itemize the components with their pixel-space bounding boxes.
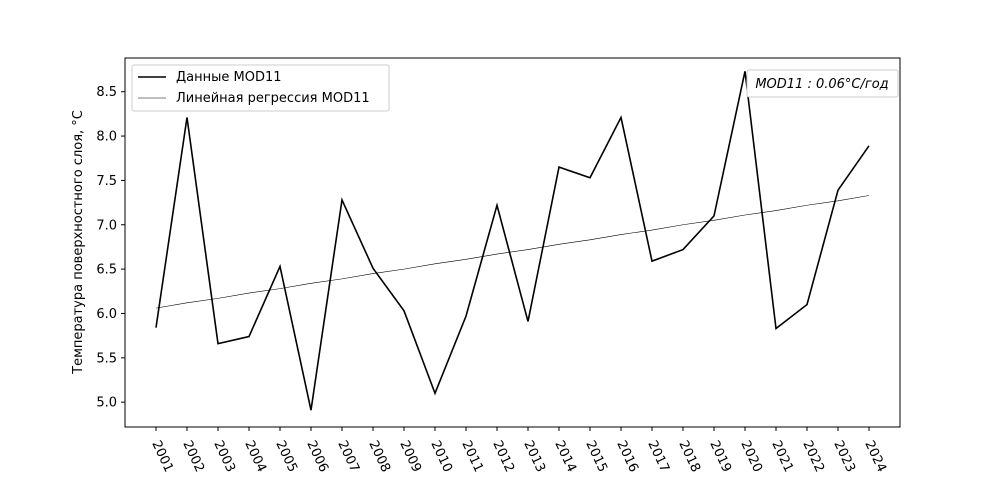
y-tick-label: 8.0 [96,130,117,145]
y-tick-label: 6.0 [96,307,117,322]
y-tick-label: 5.0 [96,396,117,411]
annotation-box [746,69,899,98]
y-tick-label: 6.5 [96,263,117,278]
plot-frame [124,57,901,428]
y-tick-label: 7.5 [96,174,117,189]
series-line-regression [155,195,870,309]
y-axis-label: Температура поверхностного слоя, °C [71,110,86,375]
y-tick-label: 8.5 [96,85,117,100]
annotation-text: MOD11 : 0.06°C/год [755,77,888,92]
series-line-data [155,71,870,411]
legend-label-regression: Линейная регрессия MOD11 [176,91,370,106]
legend-box [131,64,390,112]
legend-label-data: Данные MOD11 [176,70,282,85]
y-tick-label: 5.5 [96,351,117,366]
trend-annotation: MOD11 : 0.06°C/год [746,69,899,98]
y-tick-label: 7.0 [96,218,117,233]
plot-area [155,71,870,411]
legend: Данные MOD11 Линейная регрессия MOD11 [131,64,390,112]
